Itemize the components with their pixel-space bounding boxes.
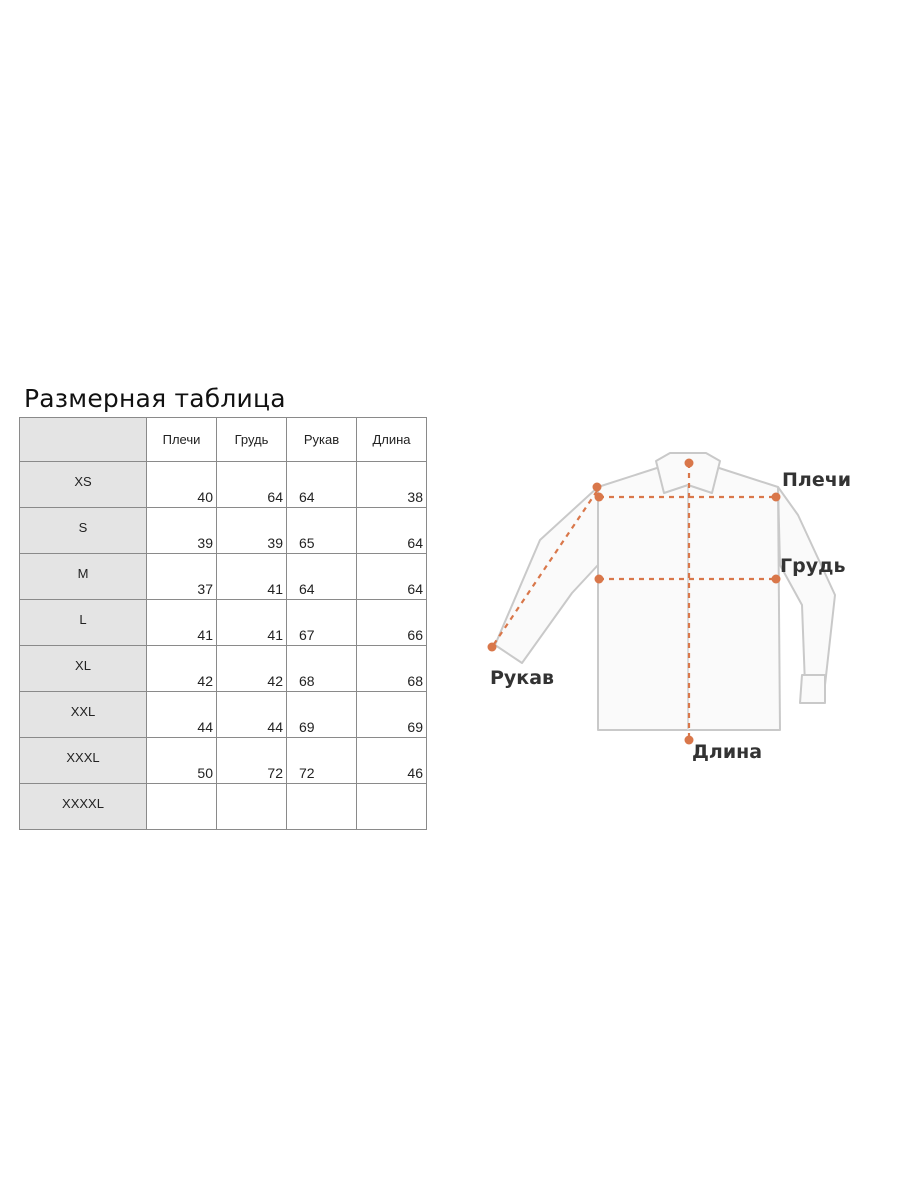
value-cell: 64 [356, 553, 427, 600]
value-cell: 64 [216, 461, 287, 508]
table-row: XS 40 64 64 38 [19, 461, 427, 508]
table-row: XXXL 50 72 72 46 [19, 737, 427, 784]
value-cell: 44 [216, 691, 287, 738]
value-cell: 69 [286, 691, 357, 738]
value-cell: 64 [286, 461, 357, 508]
value-cell [286, 783, 357, 830]
value-cell: 50 [146, 737, 217, 784]
table-row: XL 42 42 68 68 [19, 645, 427, 692]
value-cell: 65 [286, 507, 357, 554]
value-cell: 69 [356, 691, 427, 738]
value-cell: 72 [216, 737, 287, 784]
column-header-chest: Грудь [216, 417, 287, 462]
table-row: XXXXL [19, 783, 427, 830]
size-table: Плечи Грудь Рукав Длина XS 40 64 64 38 S… [19, 417, 427, 830]
measurement-lines [491, 463, 776, 740]
header-corner-cell [19, 417, 147, 462]
table-row: XXL 44 44 69 69 [19, 691, 427, 738]
page-title: Размерная таблица [24, 384, 286, 413]
value-cell: 39 [216, 507, 287, 554]
value-cell: 66 [356, 599, 427, 646]
label-length: Длина [692, 741, 763, 763]
value-cell: 44 [146, 691, 217, 738]
size-cell: XL [19, 645, 147, 692]
value-cell: 68 [356, 645, 427, 692]
value-cell: 64 [356, 507, 427, 554]
value-cell [146, 783, 217, 830]
size-cell: XXXL [19, 737, 147, 784]
size-cell: S [19, 507, 147, 554]
column-header-shoulders: Плечи [146, 417, 217, 462]
label-sleeve: Рукав [490, 667, 555, 689]
label-chest: Грудь [780, 555, 846, 577]
size-cell: XS [19, 461, 147, 508]
shirt-measurement-diagram: Плечи Грудь Рукав Длина [480, 445, 860, 775]
size-cell: M [19, 553, 147, 600]
size-cell: XXL [19, 691, 147, 738]
value-cell: 67 [286, 599, 357, 646]
size-cell: XXXXL [19, 783, 147, 830]
table-row: L 41 41 67 66 [19, 599, 427, 646]
sleeve-line [491, 490, 598, 648]
label-shoulders: Плечи [782, 469, 852, 491]
shirt-icon [487, 452, 836, 745]
value-cell: 46 [356, 737, 427, 784]
value-cell: 72 [286, 737, 357, 784]
value-cell: 42 [216, 645, 287, 692]
value-cell: 64 [286, 553, 357, 600]
value-cell: 38 [356, 461, 427, 508]
column-header-length: Длина [356, 417, 427, 462]
table-row: S 39 39 65 64 [19, 507, 427, 554]
value-cell: 68 [286, 645, 357, 692]
value-cell: 41 [146, 599, 217, 646]
value-cell: 41 [216, 599, 287, 646]
value-cell [356, 783, 427, 830]
value-cell: 41 [216, 553, 287, 600]
table-row: M 37 41 64 64 [19, 553, 427, 600]
value-cell: 37 [146, 553, 217, 600]
size-cell: L [19, 599, 147, 646]
value-cell: 39 [146, 507, 217, 554]
value-cell: 40 [146, 461, 217, 508]
value-cell [216, 783, 287, 830]
column-header-sleeve: Рукав [286, 417, 357, 462]
measurement-points [487, 458, 781, 745]
value-cell: 42 [146, 645, 217, 692]
